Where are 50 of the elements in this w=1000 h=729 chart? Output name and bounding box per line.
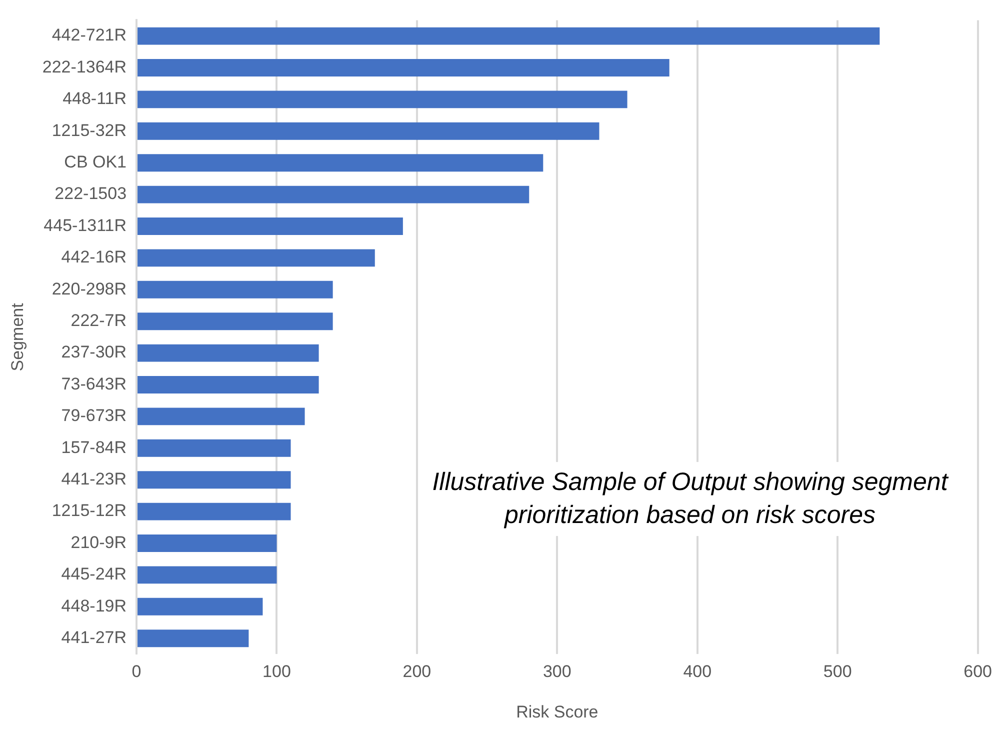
x-tick-label: 400 [683, 662, 712, 682]
bar [138, 344, 319, 362]
y-tick-label: CB OK1 [64, 152, 127, 172]
bar [138, 186, 530, 204]
y-tick-label: 1215-12R [52, 501, 127, 520]
y-tick-label: 220-298R [52, 279, 127, 298]
bar [138, 27, 880, 45]
y-tick-label: 441-27R [61, 628, 127, 648]
bar [138, 439, 291, 457]
bar [138, 566, 277, 584]
y-tick-label: 441-23R [61, 470, 127, 489]
bar [138, 598, 263, 616]
y-tick-label: 157-84R [61, 438, 127, 457]
y-tick-label: 448-19R [61, 596, 127, 616]
bar [138, 280, 333, 298]
y-axis-title: Segment [8, 302, 27, 372]
bar [138, 59, 670, 76]
y-tick-label: 222-1503 [54, 184, 127, 204]
y-tick-label: 210-9R [70, 532, 127, 552]
y-tick-label: 442-16R [61, 248, 127, 267]
bar [138, 471, 291, 489]
x-axis-title: Risk Score [516, 702, 598, 722]
bar [138, 534, 277, 552]
bar [138, 502, 291, 520]
y-tick-label: 442-721R [52, 26, 127, 45]
annotation: Illustrative Sample of Output showing segment prioritization based on risk scores [430, 462, 950, 536]
x-tick-label: 500 [823, 662, 852, 682]
x-tick-label: 200 [402, 662, 432, 682]
bar [138, 630, 249, 648]
bar [138, 249, 375, 267]
y-tick-label: 222-7R [70, 311, 127, 330]
x-tick-label: 0 [132, 662, 142, 682]
bar [138, 154, 544, 172]
x-tick-label: 600 [964, 662, 992, 682]
bar [138, 312, 333, 330]
y-tick-label: 445-1311R [44, 216, 127, 235]
bar [138, 90, 628, 108]
bar [138, 408, 305, 426]
y-tick-label: 237-30R [61, 342, 127, 362]
y-tick-label: 1215-32R [52, 120, 127, 140]
bar [138, 122, 600, 140]
y-tick-label: 79-673R [61, 406, 127, 426]
bar [138, 376, 319, 394]
x-tick-label: 100 [262, 662, 291, 682]
y-tick-label: 73-643R [61, 374, 127, 394]
y-tick-label: 445-24R [61, 564, 127, 584]
x-tick-label: 300 [542, 662, 572, 682]
y-tick-label: 448-11R [62, 89, 127, 108]
bar [138, 218, 403, 235]
y-tick-label: 222-1364R [42, 57, 127, 76]
